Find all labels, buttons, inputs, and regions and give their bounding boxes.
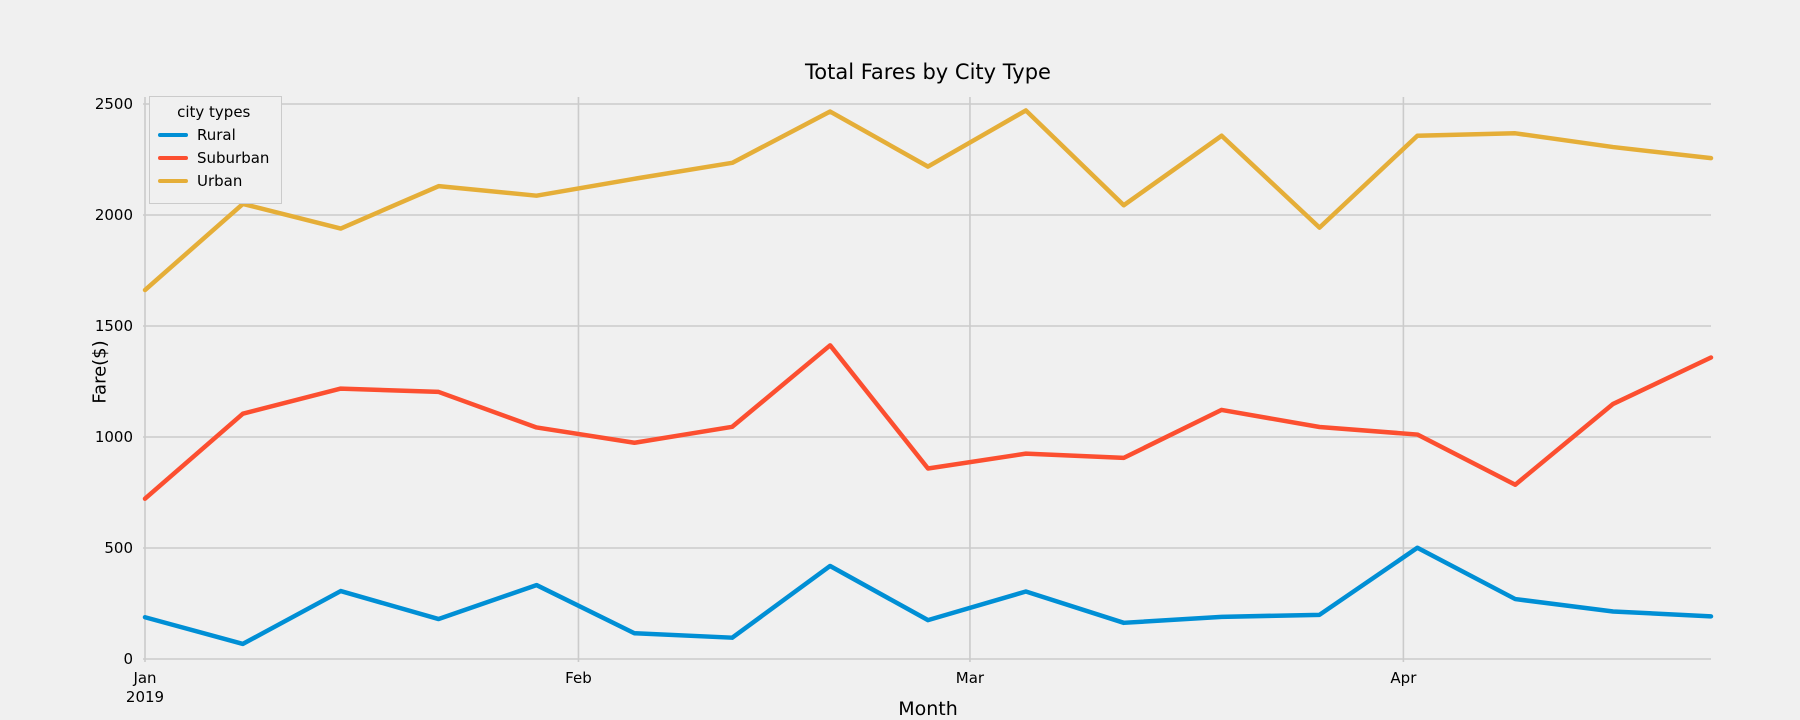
x-tick-label: Apr bbox=[1390, 669, 1417, 687]
y-tick-label: 2500 bbox=[95, 95, 133, 113]
x-tick-label: Feb bbox=[565, 669, 592, 687]
legend: city types Rural Suburban Urban bbox=[149, 96, 283, 204]
legend-title: city types bbox=[177, 103, 251, 121]
x-tick-label: Mar bbox=[956, 669, 985, 687]
suburban-line-swatch bbox=[158, 156, 188, 160]
legend-item-rural: Rural bbox=[158, 126, 269, 144]
rural-line-swatch bbox=[158, 133, 188, 137]
y-tick-label: 1000 bbox=[95, 428, 133, 446]
legend-item-suburban: Suburban bbox=[158, 149, 269, 167]
urban-line-swatch bbox=[158, 179, 188, 183]
legend-label-rural: Rural bbox=[197, 126, 236, 144]
y-tick-label: 2000 bbox=[95, 206, 133, 224]
series-line-rural bbox=[142, 545, 1714, 647]
chart-title: Total Fares by City Type bbox=[805, 60, 1051, 84]
series-line-urban bbox=[142, 108, 1714, 293]
x-tick-sublabel: 2019 bbox=[126, 688, 164, 706]
legend-label-urban: Urban bbox=[197, 172, 243, 190]
y-axis-label: Fare($) bbox=[89, 340, 111, 404]
y-tick-label: 1500 bbox=[95, 317, 133, 335]
legend-label-suburban: Suburban bbox=[197, 149, 270, 167]
x-tick-label: Jan bbox=[132, 669, 156, 687]
y-tick-label: 0 bbox=[123, 650, 133, 668]
x-axis-label: Month bbox=[898, 698, 958, 720]
series-line-suburban bbox=[142, 343, 1714, 501]
legend-item-urban: Urban bbox=[158, 172, 269, 190]
y-tick-label: 500 bbox=[104, 539, 133, 557]
